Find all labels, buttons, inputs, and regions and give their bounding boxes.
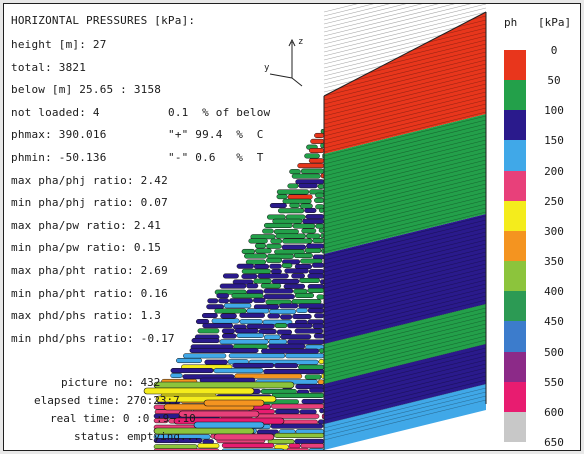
stat-label: min pha/phj ratio: xyxy=(11,196,134,210)
panel-title: HORIZONTAL PRESSURES [kPa]: xyxy=(11,14,196,27)
stat-label: height [m]: xyxy=(11,38,87,51)
stat-line: max pha/phj ratio: 2.42 xyxy=(11,174,168,187)
stat-line: min pha/pht ratio: 0.16 xyxy=(11,287,168,300)
picture-label: picture no: xyxy=(61,376,134,389)
stat-line: phmax: 390.016 "+" 99.4 % C xyxy=(11,128,263,142)
stat-line: phmin: -50.136 "-" 0.6 % T xyxy=(11,151,263,164)
stat-label: max pha/pw ratio: xyxy=(11,218,127,232)
legend-level-label: 500 xyxy=(544,345,564,359)
granular-pressure-scene xyxy=(143,4,487,450)
legend-level-label: 100 xyxy=(544,104,564,118)
legend-swatch xyxy=(504,170,526,202)
axis-y-label: y xyxy=(264,63,270,73)
legend-header-unit: [kPa] xyxy=(538,16,572,29)
legend-swatch xyxy=(504,50,526,81)
stat-value: 27 xyxy=(92,38,107,51)
legend-swatch xyxy=(504,80,526,111)
stat-value: 2.41 xyxy=(133,218,162,232)
real-value: 0 :0 :9 :10 xyxy=(122,412,196,425)
legend-swatch xyxy=(504,230,526,262)
stat-extra: "+" 99.4 % C xyxy=(168,128,264,142)
legend-swatch xyxy=(504,261,526,292)
picture-value: 432 xyxy=(140,376,161,389)
stat-label: max pha/pht ratio: xyxy=(11,264,134,277)
legend-swatch xyxy=(504,351,526,383)
stat-value: 0.15 xyxy=(133,241,162,255)
legend-level-label: 150 xyxy=(544,134,564,148)
stat-label: not loaded: xyxy=(11,105,87,119)
run-status: status: emptying... xyxy=(74,430,200,443)
stat-label: max pha/phj ratio: xyxy=(11,173,134,187)
legend-level-label: 550 xyxy=(544,375,564,389)
stat-extra: 0.1 % of below xyxy=(168,105,271,119)
stat-value: 2.42 xyxy=(140,173,168,187)
silo-back-face xyxy=(324,11,486,450)
visualization-window: HORIZONTAL PRESSURES [kPa]: height [m]: … xyxy=(3,3,581,451)
elapsed-value: 270:23:7 xyxy=(126,394,180,407)
legend-swatch xyxy=(504,321,526,353)
legend-swatch xyxy=(504,200,526,232)
stat-line: min phd/phs ratio: -0.17 xyxy=(11,332,175,345)
elapsed-time: elapsed time: 270:23:7 xyxy=(34,394,180,407)
status-label: status: xyxy=(74,430,121,443)
stat-label: min pha/pw ratio: xyxy=(11,241,127,255)
stat-line: not loaded: 4 0.1 % of below xyxy=(11,105,270,119)
legend-swatch xyxy=(504,110,526,141)
legend-swatch xyxy=(504,411,526,443)
stat-line: height [m]: 27 xyxy=(11,38,107,51)
legend-swatch xyxy=(504,291,526,322)
stat-value: 25.65 : 3158 xyxy=(79,83,162,97)
pressure-legend: ph [kPa] 0 50 100 150 200 250 300 350 400 450 500 5… xyxy=(492,10,580,450)
stat-line: max phd/phs ratio: 1.3 xyxy=(11,309,161,322)
stat-label: phmax: xyxy=(11,128,52,142)
stat-value: 3821 xyxy=(58,60,87,74)
stat-label: total: xyxy=(11,60,52,74)
legend-level-label: 400 xyxy=(544,285,564,299)
legend-level-label: 200 xyxy=(544,164,564,178)
legend-swatch xyxy=(504,381,526,413)
stat-label: phmin: xyxy=(11,151,52,164)
stat-line: total: 3821 xyxy=(11,61,86,74)
real-label: real time: xyxy=(50,412,117,425)
legend-header-ph: ph xyxy=(504,16,518,29)
legend-level-label: 600 xyxy=(544,405,564,419)
stat-label: min phd/phs ratio: xyxy=(11,331,134,345)
legend-level-label: 300 xyxy=(544,224,564,238)
elapsed-label: elapsed time: xyxy=(34,394,121,407)
silo-grid-lines xyxy=(323,4,487,450)
stat-value: 4 xyxy=(92,105,100,119)
stat-line: min pha/pw ratio: 0.15 xyxy=(11,241,161,254)
stat-value: 0.16 xyxy=(140,286,168,300)
legend-level-label: 250 xyxy=(544,194,564,208)
stat-value: 2.69 xyxy=(140,264,168,277)
stat-value: 0.07 xyxy=(140,196,168,210)
axis-gizmo-icon: z y xyxy=(264,37,303,87)
stat-label: below [m] xyxy=(11,83,73,97)
status-value: emptying... xyxy=(126,430,200,443)
stat-value: 390.016 xyxy=(58,128,107,142)
picture-number: picture no: 432 xyxy=(61,376,160,389)
axis-z-label: z xyxy=(298,37,303,47)
legend-level-label: 50 xyxy=(547,74,561,88)
stat-value: -50.136 xyxy=(58,151,107,164)
stat-label: min pha/pht ratio: xyxy=(11,286,134,300)
real-time: real time: 0 :0 :9 :10 xyxy=(50,412,196,425)
stat-line: below [m] 25.65 : 3158 xyxy=(11,83,161,96)
legend-level-label: 350 xyxy=(544,255,564,269)
stat-line: min pha/phj ratio: 0.07 xyxy=(11,196,168,209)
legend-swatch xyxy=(504,140,526,172)
stat-value: -0.17 xyxy=(140,331,175,345)
stat-line: max pha/pw ratio: 2.41 xyxy=(11,219,161,232)
stat-value: 1.3 xyxy=(140,309,162,323)
legend-level-label: 0 xyxy=(550,44,558,57)
stat-extra: "-" 0.6 % T xyxy=(168,151,264,164)
legend-level-label: 450 xyxy=(544,315,564,329)
stat-line: max pha/pht ratio: 2.69 xyxy=(11,264,168,277)
stat-label: max phd/phs ratio: xyxy=(11,309,134,323)
legend-level-label: 650 xyxy=(544,436,564,449)
